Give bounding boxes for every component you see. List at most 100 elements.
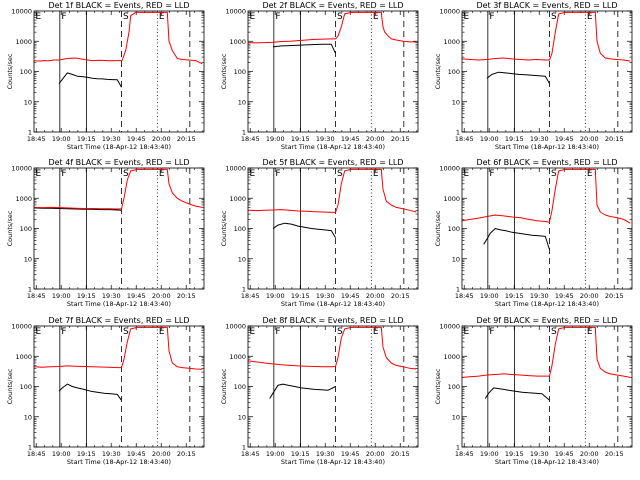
y-tick-label: 10 (24, 98, 32, 106)
lld-series-line (462, 168, 631, 224)
x-tick-label: 20:15 (177, 450, 196, 458)
y-tick-label: 1 (28, 286, 32, 294)
x-tick-label: 19:00 (266, 450, 285, 458)
panel-title: Det 2f BLACK = Events, RED = LLD (262, 1, 403, 10)
x-tick-label: 20:15 (177, 135, 196, 143)
x-tick-label: 19:00 (480, 292, 499, 300)
vertical-markers (59, 11, 191, 132)
x-tick-label: 18:45 (455, 450, 474, 458)
y-tick-label: 10000 (225, 8, 246, 16)
x-tick-label: 20:00 (152, 135, 171, 143)
y-tick-label: 1000 (229, 353, 246, 361)
y-tick-label: 1000 (15, 38, 32, 46)
plot-frame (33, 325, 205, 448)
y-tick-label: 1 (242, 444, 246, 452)
vertical-markers (487, 326, 619, 447)
y-tick-label: 100 (448, 383, 460, 391)
y-tick-label: 100 (20, 68, 32, 76)
y-axis-label: Counts/sec (6, 368, 14, 404)
x-tick-label: 20:00 (580, 292, 599, 300)
y-tick-label: 100 (448, 68, 460, 76)
lld-series-line (248, 168, 417, 213)
x-tick-label: 19:30 (102, 135, 121, 143)
marker-label-s: S (337, 12, 343, 22)
x-tick-label: 18:45 (455, 135, 474, 143)
plot-frame (461, 10, 633, 133)
marker-label-e: E (373, 169, 379, 179)
y-tick-label: 1000 (15, 353, 32, 361)
x-axis-label: Start Time (18-Apr-12 18:43:40) (281, 300, 385, 308)
marker-label-f: F (489, 169, 494, 179)
events-series-line (269, 383, 336, 399)
x-tick-label: 19:00 (266, 292, 285, 300)
x-axis-label: Start Time (18-Apr-12 18:43:40) (67, 300, 171, 308)
x-tick-label: 19:15 (77, 450, 96, 458)
lld-series-line (462, 326, 631, 378)
marker-label-e: E (159, 12, 165, 22)
panel-title: Det 8f BLACK = Events, RED = LLD (262, 316, 403, 325)
vertical-markers (487, 11, 619, 132)
marker-label-e: E (250, 327, 256, 337)
marker-label-e: E (373, 327, 379, 337)
marker-label-e: E (587, 12, 593, 22)
x-tick-label: 20:00 (366, 450, 385, 458)
marker-label-e: E (464, 327, 470, 337)
y-tick-label: 10 (238, 413, 246, 421)
x-axis-label: Start Time (18-Apr-12 18:43:40) (281, 458, 385, 466)
vertical-markers (59, 168, 191, 289)
detector-panel-7: Det 7f BLACK = Events, RED = LLD 1 10 100 10… (6, 316, 205, 466)
panel-title: Det 1f BLACK = Events, RED = LLD (48, 1, 189, 10)
y-tick-label: 10000 (225, 165, 246, 173)
marker-label-s: S (123, 327, 129, 337)
events-series-line (58, 383, 122, 401)
x-tick-label: 19:30 (102, 450, 121, 458)
y-tick-label: 10 (238, 255, 246, 263)
x-tick-label: 19:45 (555, 450, 574, 458)
x-axis-label: Start Time (18-Apr-12 18:43:40) (67, 458, 171, 466)
x-tick-label: 19:30 (316, 450, 335, 458)
marker-label-e: E (464, 169, 470, 179)
detector-panel-1: Det 1f BLACK = Events, RED = LLD 1 10 100 10… (6, 1, 205, 151)
marker-label-e: E (159, 169, 165, 179)
y-tick-label: 10000 (439, 165, 460, 173)
marker-label-e: E (36, 327, 42, 337)
marker-label-e: E (587, 327, 593, 337)
y-tick-label: 10 (24, 413, 32, 421)
x-tick-label: 20:15 (605, 292, 624, 300)
detector-panel-3: Det 3f BLACK = Events, RED = LLD 1 10 100 10… (434, 1, 633, 151)
marker-label-f: F (275, 12, 280, 22)
marker-label-e: E (464, 12, 470, 22)
series-lines (34, 11, 203, 88)
plot-frame (247, 325, 419, 448)
marker-label-s: S (551, 12, 557, 22)
x-axis-label: Start Time (18-Apr-12 18:43:40) (67, 143, 171, 151)
x-tick-label: 19:30 (102, 292, 121, 300)
y-tick-label: 1000 (443, 195, 460, 203)
x-tick-label: 19:00 (52, 135, 71, 143)
x-tick-label: 19:15 (505, 450, 524, 458)
x-tick-label: 19:30 (530, 135, 549, 143)
y-tick-label: 100 (234, 68, 246, 76)
y-axis-label: Counts/sec (434, 210, 442, 246)
marker-label-e: E (159, 327, 165, 337)
detector-panel-4: Det 4f BLACK = Events, RED = LLD 1 10 100 10… (6, 158, 205, 308)
x-tick-label: 18:45 (27, 135, 46, 143)
y-tick-label: 100 (20, 225, 32, 233)
x-tick-label: 20:15 (605, 450, 624, 458)
detector-panel-5: Det 5f BLACK = Events, RED = LLD 1 10 100 10… (220, 158, 419, 308)
x-tick-label: 19:15 (505, 135, 524, 143)
panel-title: Det 9f BLACK = Events, RED = LLD (476, 316, 617, 325)
x-tick-label: 20:00 (580, 135, 599, 143)
x-tick-label: 19:15 (77, 292, 96, 300)
x-tick-label: 20:15 (391, 292, 410, 300)
y-axis-label: Counts/sec (220, 368, 228, 404)
y-axis-label: Counts/sec (434, 53, 442, 89)
x-tick-label: 19:30 (530, 292, 549, 300)
panel-title: Det 6f BLACK = Events, RED = LLD (476, 158, 617, 167)
y-tick-label: 10 (452, 413, 460, 421)
y-tick-label: 1000 (443, 353, 460, 361)
marker-label-s: S (551, 327, 557, 337)
y-tick-label: 1 (28, 129, 32, 137)
y-tick-label: 10 (452, 255, 460, 263)
marker-label-f: F (275, 327, 280, 337)
